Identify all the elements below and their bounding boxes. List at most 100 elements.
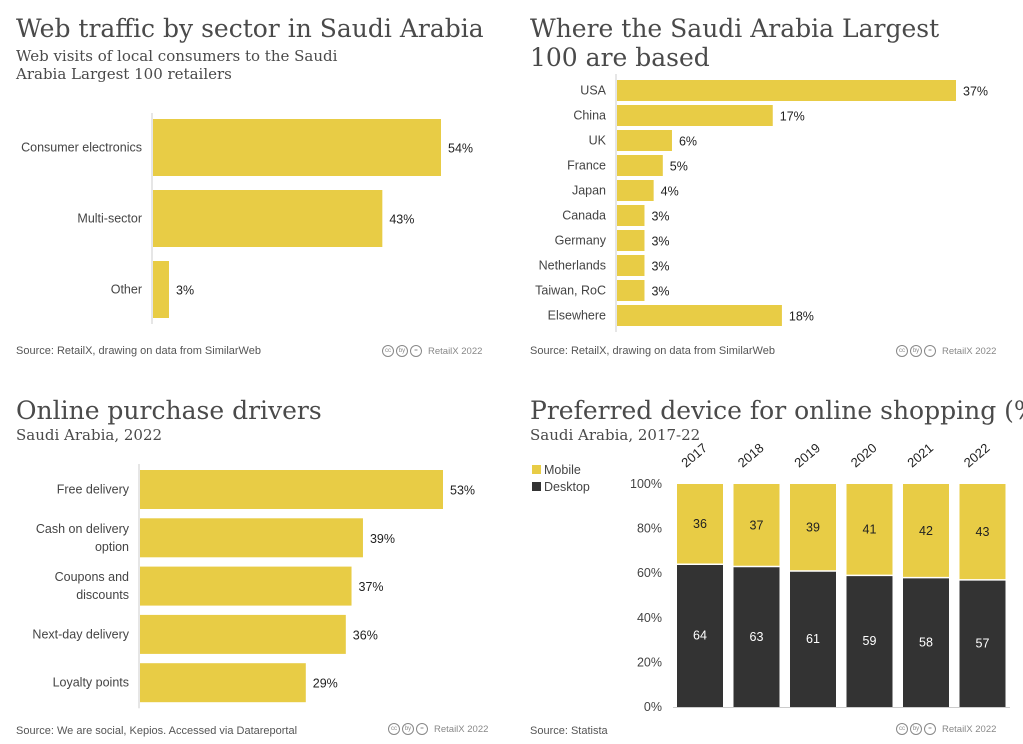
nd-icon: = xyxy=(924,345,936,357)
chart2-bar xyxy=(617,255,645,276)
chart2-value-label: 3% xyxy=(651,210,669,224)
chart3-category-label: Free delivery xyxy=(57,483,130,497)
chart3-value-label: 53% xyxy=(450,484,475,498)
chart1-category-label: Other xyxy=(111,283,142,297)
chart4-bar-desktop xyxy=(846,575,893,707)
chart1-category-label: Multi-sector xyxy=(77,212,142,226)
chart3-bar xyxy=(140,566,352,606)
chart3-value-label: 37% xyxy=(359,580,384,594)
chart4-ytick-label: 0% xyxy=(644,700,662,714)
chart2-category-label: Germany xyxy=(555,234,607,248)
cc-icon: cc xyxy=(896,723,908,735)
chart4-desktop-value: 61 xyxy=(806,632,820,646)
chart1-value-label: 54% xyxy=(448,142,473,156)
chart4-desktop-value: 57 xyxy=(976,636,990,650)
chart1-source: Source: RetailX, drawing on data from Si… xyxy=(16,345,261,357)
by-icon: by xyxy=(910,345,922,357)
chart1-credit: cc by = RetailX 2022 xyxy=(382,345,482,357)
chart4-bar-mobile xyxy=(677,484,723,565)
nd-icon: = xyxy=(410,345,422,357)
chart1-bar xyxy=(153,190,383,247)
chart4-desktop-value: 59 xyxy=(863,634,877,648)
chart2-bar xyxy=(617,280,645,301)
chart4-mobile-value: 37 xyxy=(750,518,764,532)
chart4-bar-mobile xyxy=(846,484,893,576)
cc-icon: cc xyxy=(896,345,908,357)
chart3-credit-text: RetailX 2022 xyxy=(434,723,489,735)
chart2-value-label: 3% xyxy=(651,260,669,274)
chart2-credit: cc by = RetailX 2022 xyxy=(896,345,996,357)
chart2-category-label: Canada xyxy=(562,209,606,223)
chart2-category-label: Taiwan, RoC xyxy=(535,284,606,298)
chart1-bar xyxy=(153,119,441,176)
chart2-value-label: 4% xyxy=(661,185,679,199)
chart4-category-label: 2021 xyxy=(904,440,936,470)
chart2-value-label: 17% xyxy=(780,110,805,124)
chart4-bar-desktop xyxy=(677,564,723,707)
chart4-legend-label: Mobile xyxy=(544,463,581,477)
chart4-ytick-label: 20% xyxy=(637,655,662,669)
chart1-category-label: Consumer electronics xyxy=(21,141,142,155)
nd-icon: = xyxy=(924,723,936,735)
chart4-category-label: 2019 xyxy=(791,440,823,470)
chart4-bar-mobile xyxy=(959,484,1006,580)
chart4-legend-swatch xyxy=(532,482,541,491)
chart2-value-label: 18% xyxy=(789,310,814,324)
chart2-category-label: China xyxy=(573,109,606,123)
chart1-credit-text: RetailX 2022 xyxy=(428,345,483,357)
chart2-value-label: 37% xyxy=(963,85,988,99)
chart3-category-label: Loyalty points xyxy=(53,676,129,690)
chart4-category-label: 2018 xyxy=(735,440,767,470)
chart4-ytick-label: 60% xyxy=(637,566,662,580)
chart4-ytick-label: 80% xyxy=(637,522,662,536)
chart4-title: Preferred device for online shopping (%) xyxy=(530,396,1023,425)
chart4-legend-label: Desktop xyxy=(544,480,590,494)
chart1-value-label: 3% xyxy=(176,284,194,298)
chart4-category-label: 2020 xyxy=(848,440,880,470)
chart2-value-label: 5% xyxy=(670,160,688,174)
chart4-category-label: 2022 xyxy=(961,440,993,470)
chart1-plot: Consumer electronics 54% Multi-sector 43% Ot… xyxy=(21,113,473,324)
chart4-bar-desktop xyxy=(903,577,949,707)
chart3-category-label: Cash on delivery xyxy=(36,522,130,536)
cc-icon: cc xyxy=(382,345,394,357)
chart3-bar xyxy=(140,663,306,703)
chart2-value-label: 3% xyxy=(651,285,669,299)
chart4-credit-text: RetailX 2022 xyxy=(942,723,997,735)
chart2-bar xyxy=(617,305,782,326)
chart1-subtitle: Web visits of local consumers to the Sau… xyxy=(16,47,338,83)
chart4-credit: cc by = RetailX 2022 xyxy=(896,723,996,735)
chart1-title: Web traffic by sector in Saudi Arabia xyxy=(16,14,484,43)
chart4-desktop-value: 58 xyxy=(919,635,933,649)
chart2-value-label: 3% xyxy=(651,235,669,249)
chart4-bar-mobile xyxy=(903,484,949,578)
chart4-ytick-label: 100% xyxy=(630,477,662,491)
chart3-bar xyxy=(140,518,363,558)
chart2-category-label: Japan xyxy=(572,184,606,198)
chart3-source: Source: We are social, Kepios. Accessed … xyxy=(16,725,298,737)
chart4-mobile-value: 39 xyxy=(806,520,820,534)
chart3-subtitle: Saudi Arabia, 2022 xyxy=(16,426,163,444)
chart2-category-label: France xyxy=(567,159,606,173)
chart4-legend-swatch xyxy=(532,465,541,474)
chart3-category-label: Next-day delivery xyxy=(32,627,129,641)
chart1-value-label: 43% xyxy=(389,213,414,227)
chart2-bar xyxy=(617,180,654,201)
chart2-bar xyxy=(617,80,956,101)
chart4-subtitle: Saudi Arabia, 2017-22 xyxy=(530,426,701,444)
chart2-category-label: Elsewhere xyxy=(548,309,606,323)
chart2-bar xyxy=(617,230,645,251)
nd-icon: = xyxy=(416,723,428,735)
chart3-bar xyxy=(140,614,346,654)
chart4-bar-mobile xyxy=(733,484,780,567)
chart2-value-label: 6% xyxy=(679,135,697,149)
chart2-source: Source: RetailX, drawing on data from Si… xyxy=(530,345,775,357)
chart3-value-label: 36% xyxy=(353,628,378,642)
chart4-bar-desktop xyxy=(790,570,836,707)
chart3-bar xyxy=(140,470,443,509)
by-icon: by xyxy=(402,723,414,735)
chart4-mobile-value: 42 xyxy=(919,524,933,538)
chart2-bar xyxy=(617,205,645,226)
chart4-category-label: 2017 xyxy=(678,440,710,470)
